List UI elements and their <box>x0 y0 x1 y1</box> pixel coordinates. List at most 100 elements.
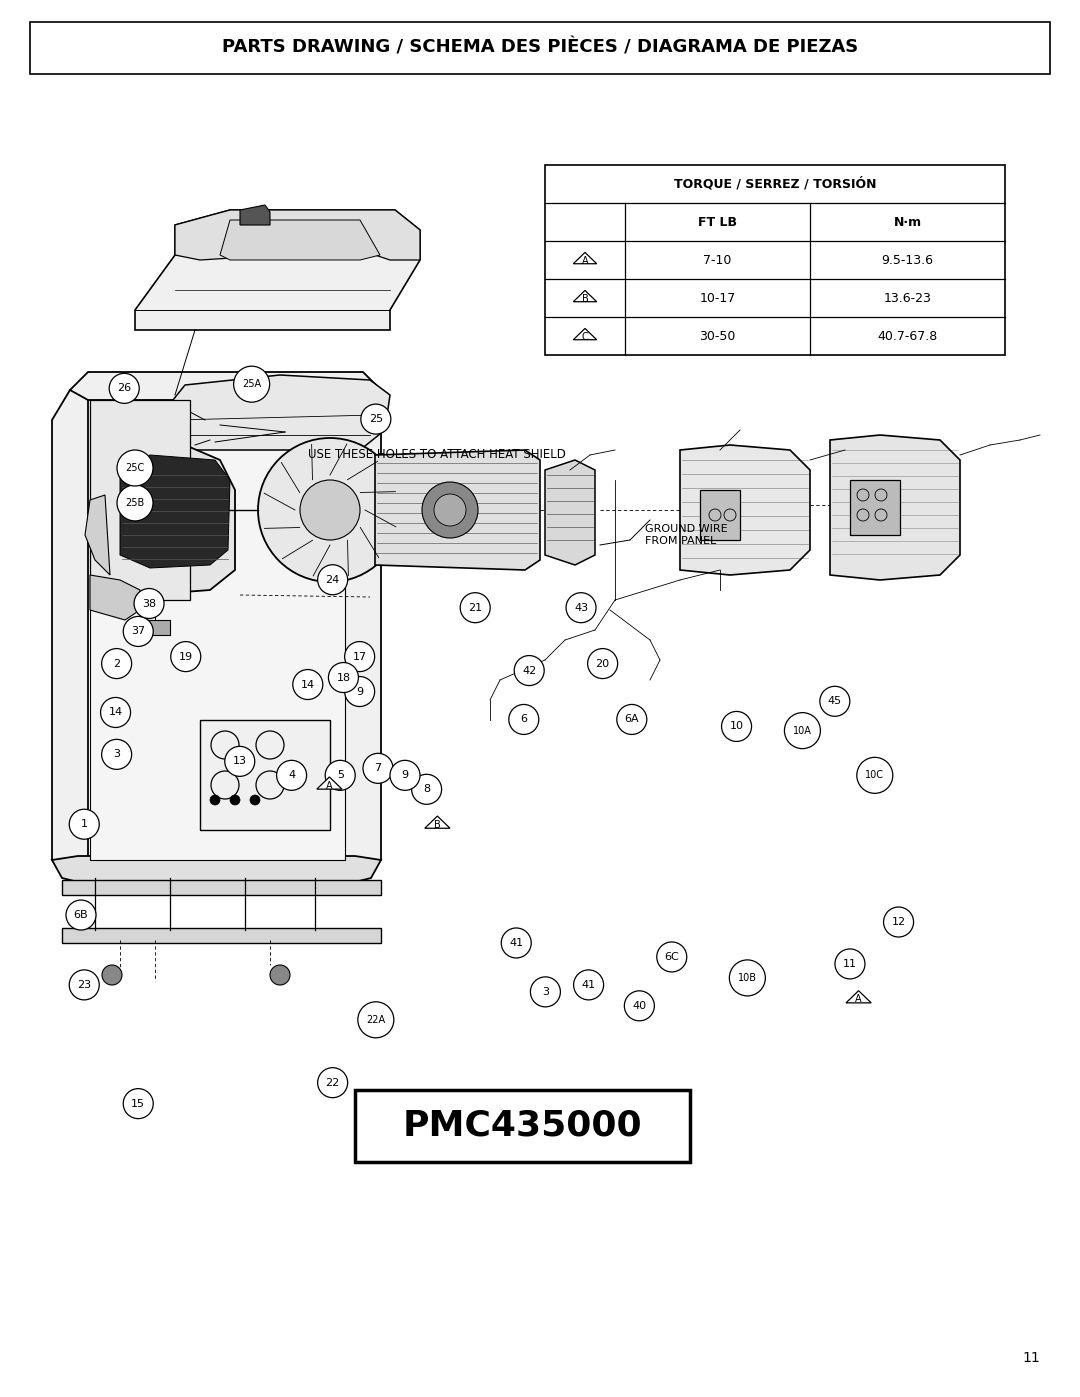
Polygon shape <box>90 400 345 861</box>
Polygon shape <box>175 210 420 260</box>
Circle shape <box>109 373 139 404</box>
Polygon shape <box>52 390 87 870</box>
Circle shape <box>501 928 531 958</box>
Circle shape <box>102 739 132 770</box>
Text: 45: 45 <box>827 696 842 707</box>
Circle shape <box>117 485 153 521</box>
Circle shape <box>66 900 96 930</box>
Text: 25A: 25A <box>242 379 261 390</box>
Circle shape <box>588 648 618 679</box>
Text: 13.6-23: 13.6-23 <box>883 292 931 305</box>
Circle shape <box>318 564 348 595</box>
Circle shape <box>69 809 99 840</box>
Text: 14: 14 <box>300 679 315 690</box>
Text: 1: 1 <box>81 819 87 830</box>
Text: 43: 43 <box>573 602 589 613</box>
Text: 6: 6 <box>521 714 527 725</box>
Text: 17: 17 <box>352 651 367 662</box>
Bar <box>62 928 381 943</box>
Text: 6C: 6C <box>664 951 679 963</box>
Circle shape <box>460 592 490 623</box>
Text: 23: 23 <box>77 979 92 990</box>
Polygon shape <box>156 374 390 450</box>
Circle shape <box>69 970 99 1000</box>
Circle shape <box>573 970 604 1000</box>
Polygon shape <box>345 390 381 870</box>
Text: 25B: 25B <box>125 497 145 509</box>
Circle shape <box>345 676 375 707</box>
Circle shape <box>210 795 220 805</box>
Circle shape <box>270 965 291 985</box>
Circle shape <box>233 366 270 402</box>
Polygon shape <box>120 455 230 569</box>
Text: 13: 13 <box>233 756 246 767</box>
Bar <box>700 490 740 541</box>
Text: 15: 15 <box>132 1098 145 1109</box>
Circle shape <box>721 711 752 742</box>
Text: A: A <box>326 781 333 791</box>
Polygon shape <box>680 446 810 576</box>
Polygon shape <box>831 434 960 580</box>
Text: 40: 40 <box>632 1000 647 1011</box>
Text: TORQUE / SERREZ / TORSIÓN: TORQUE / SERREZ / TORSIÓN <box>674 177 876 191</box>
Text: 8: 8 <box>423 784 430 795</box>
Text: 40.7-67.8: 40.7-67.8 <box>877 330 937 342</box>
Circle shape <box>249 795 260 805</box>
Polygon shape <box>240 205 270 225</box>
Circle shape <box>509 704 539 735</box>
Polygon shape <box>573 253 597 264</box>
Circle shape <box>624 990 654 1021</box>
Text: 19: 19 <box>178 651 193 662</box>
Circle shape <box>363 753 393 784</box>
Circle shape <box>835 949 865 979</box>
Circle shape <box>411 774 442 805</box>
Text: C: C <box>582 331 589 341</box>
Bar <box>200 719 330 830</box>
Text: 24: 24 <box>325 574 340 585</box>
Text: 10: 10 <box>730 721 743 732</box>
Text: 11: 11 <box>1023 1351 1040 1365</box>
Circle shape <box>318 1067 348 1098</box>
Circle shape <box>729 960 766 996</box>
Circle shape <box>784 712 821 749</box>
Text: 37: 37 <box>131 626 146 637</box>
Circle shape <box>276 760 307 791</box>
Polygon shape <box>375 450 540 570</box>
Text: 25: 25 <box>368 414 383 425</box>
Circle shape <box>100 697 131 728</box>
Text: 5: 5 <box>337 770 343 781</box>
Text: 38: 38 <box>141 598 157 609</box>
Bar <box>140 620 170 636</box>
Bar <box>850 481 900 535</box>
Circle shape <box>434 495 465 527</box>
Circle shape <box>820 686 850 717</box>
Text: 42: 42 <box>522 665 537 676</box>
Text: 4: 4 <box>288 770 295 781</box>
Text: B: B <box>582 293 589 303</box>
Polygon shape <box>85 495 110 576</box>
Circle shape <box>617 704 647 735</box>
Bar <box>30 22 1050 74</box>
Circle shape <box>390 760 420 791</box>
Bar <box>545 165 1005 355</box>
Polygon shape <box>545 460 595 564</box>
Circle shape <box>123 616 153 647</box>
Text: FT LB: FT LB <box>698 215 737 229</box>
Text: 3: 3 <box>113 749 120 760</box>
Text: 6B: 6B <box>73 909 89 921</box>
Text: 30-50: 30-50 <box>700 330 735 342</box>
Text: 9: 9 <box>402 770 408 781</box>
Circle shape <box>422 482 478 538</box>
Circle shape <box>856 757 893 793</box>
Text: 10C: 10C <box>865 770 885 781</box>
Text: 18: 18 <box>336 672 351 683</box>
Polygon shape <box>52 856 381 882</box>
Circle shape <box>657 942 687 972</box>
Polygon shape <box>70 372 381 400</box>
Circle shape <box>134 588 164 619</box>
Circle shape <box>225 746 255 777</box>
Circle shape <box>883 907 914 937</box>
Text: 3: 3 <box>542 986 549 997</box>
Text: 2: 2 <box>113 658 120 669</box>
Text: 14: 14 <box>108 707 123 718</box>
